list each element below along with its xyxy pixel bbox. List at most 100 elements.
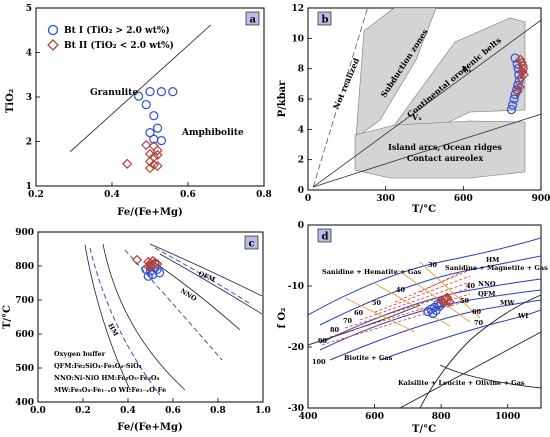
data-point-bt-i <box>514 76 524 86</box>
annotation-contact-aureolex: Contact aureolex <box>407 153 484 163</box>
data-point-bt-ii <box>143 261 154 272</box>
y-tick-label: 800 <box>15 262 34 272</box>
y-tick-label: 700 <box>15 296 34 306</box>
annotation-vx: Vₓ <box>411 112 422 122</box>
buffer-label-qfm: QFM <box>478 290 495 298</box>
data-point-bt-i <box>168 87 178 97</box>
annotation-amphibolite: Amphibolite <box>181 128 244 138</box>
x-axis-title: T/°C <box>412 424 436 435</box>
x-tick-label: 800 <box>432 412 451 422</box>
data-point-bt-ii <box>141 139 152 151</box>
isopleth-label-70-right: 70 <box>474 319 484 327</box>
data-point-bt-ii <box>518 69 530 80</box>
data-point-bt-ii <box>515 72 526 83</box>
plot-frame <box>307 224 542 409</box>
x-tick-label: 0.6 <box>180 190 196 200</box>
data-point-bt-ii <box>152 149 163 160</box>
oxygen-buffer-line-3: MW:Fe₃O₄-Fe₁₋ₓO WI:Fe₁₋ₓO-Fe <box>54 386 166 394</box>
isopleth-label-50: 50 <box>372 299 382 307</box>
y-axis-title: TiO₂ <box>5 89 16 113</box>
data-point-bt-ii <box>152 160 163 172</box>
isopleth-label-50-right: 50 <box>460 297 470 305</box>
x-tick-label: 1000 <box>495 412 520 422</box>
panel-letter: b <box>322 15 329 26</box>
legend-marker-bt-ii <box>47 39 59 51</box>
data-point-bt-i <box>148 269 158 280</box>
granulite-amphibolite-boundary <box>69 24 212 153</box>
buffer-curve-wi <box>379 309 541 361</box>
x-axis-title: Fe/(Fe+Mg) <box>117 207 182 218</box>
geotherm-not-realized <box>312 8 368 188</box>
y-tick-label: -10 <box>288 282 304 292</box>
buffer-curve-qfm <box>319 289 541 351</box>
phase-boundary-lower-1 <box>419 294 541 408</box>
phase-boundary-upper <box>308 237 541 316</box>
data-point-bt-i <box>434 301 445 311</box>
y-tick-label: 500 <box>15 364 34 374</box>
data-point-bt-i <box>428 308 438 319</box>
x-tick-label: 0.2 <box>75 406 91 416</box>
oxygen-buffer-line-2: NNO:Ni-NiO HM:Fe₂O₃-Fe₃O₄ <box>54 374 159 382</box>
annotation-vs: Vₛ <box>461 64 471 74</box>
y-axis-title: P/kbar <box>277 80 288 118</box>
isopleth-red-3 <box>344 287 471 329</box>
data-point-bt-ii <box>152 258 163 270</box>
panel-letter-box <box>245 11 260 26</box>
data-point-bt-ii <box>131 254 143 265</box>
y-tick-label: 600 <box>15 330 34 340</box>
buffer-curve-hm <box>89 247 161 396</box>
x-tick-label: 0.8 <box>256 190 272 200</box>
data-point-bt-ii <box>514 81 525 92</box>
data-point-bt-ii <box>512 86 523 97</box>
x-tick-label: 0.4 <box>104 190 120 200</box>
y-tick-label: 4 <box>298 125 304 135</box>
panel-d: 400 600 800 1000 0 -10 -20 -30 Sanidine + Hemat… <box>277 221 548 435</box>
data-point-bt-i <box>145 128 155 138</box>
data-point-bt-i <box>510 53 520 63</box>
isopleth-red-6 <box>394 269 471 303</box>
data-point-bt-ii <box>122 158 133 169</box>
y-tick-label: 3 <box>26 93 32 103</box>
data-point-bt-ii <box>144 156 156 167</box>
y-tick-label: 0 <box>298 186 304 196</box>
region-island-arcs <box>354 120 526 179</box>
panel-letter: a <box>250 15 257 26</box>
y-tick-label: 400 <box>15 398 34 408</box>
y-tick-label: 8 <box>298 65 304 75</box>
data-point-bt-ii <box>148 159 159 170</box>
data-point-bt-ii <box>442 292 453 303</box>
panel-letter-box <box>317 11 332 26</box>
field-label-sanidine-hematite: Sanidine + Hematite + Gas <box>322 268 422 276</box>
isopleth-red-5 <box>374 275 471 313</box>
x-tick-label: 300 <box>376 194 395 204</box>
y-tick-label: -30 <box>288 404 304 414</box>
isopleth-label-40: 40 <box>396 286 406 294</box>
buffer-curve-mw <box>329 299 541 361</box>
annotation-granulite: Granulite <box>90 88 138 98</box>
oxygen-buffer-line-1: QFM:Fe₂SiO₄-Fe₃O₄-SiO₂ <box>54 362 142 370</box>
buffer-label-nno: NNO <box>478 280 496 288</box>
data-point-bt-i <box>150 259 160 269</box>
data-point-bt-i <box>156 136 166 146</box>
y-tick-label: -20 <box>288 343 304 353</box>
x-tick-label: 600 <box>454 194 473 204</box>
panel-letter: c <box>249 239 255 250</box>
buffer-curve-solid-1 <box>84 244 131 391</box>
data-point-bt-i <box>145 87 155 97</box>
buffer-curve-qfm-solid-a <box>149 243 263 297</box>
panel-a: 0.2 0.4 0.6 0.8 1 2 3 4 5 a Granulite Amphibolit… <box>5 4 272 218</box>
data-point-bt-ii <box>144 163 156 174</box>
isopleth-orange-4 <box>344 297 416 333</box>
isopleth-label-30: 30 <box>428 261 438 269</box>
phase-boundary-biotite <box>308 304 421 346</box>
y-tick-label: 10 <box>291 34 304 44</box>
legend-label-bt-i: Bt I (TiO₂ > 2.0 wt%) <box>64 25 170 36</box>
isopleth-label-70: 70 <box>343 317 353 325</box>
data-point-bt-i <box>153 123 163 133</box>
buffer-label-wi: WI <box>517 312 528 320</box>
field-label-sanidine-magnetite: Sanidine + Magnetite + Gas <box>445 264 548 272</box>
x-tick-label: 900 <box>532 194 550 204</box>
y-tick-label: 900 <box>15 228 34 238</box>
